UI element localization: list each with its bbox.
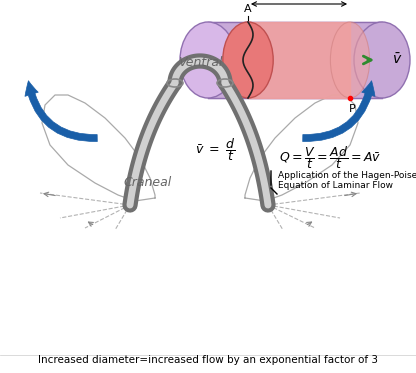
Ellipse shape (330, 22, 369, 98)
Text: Craneal: Craneal (124, 176, 172, 189)
Ellipse shape (180, 22, 236, 98)
FancyArrowPatch shape (25, 81, 97, 142)
FancyArrowPatch shape (303, 81, 375, 142)
Ellipse shape (354, 22, 410, 98)
Ellipse shape (223, 22, 273, 98)
Text: Application of the Hagen-Poiseuille: Application of the Hagen-Poiseuille (278, 172, 416, 181)
Text: P: P (349, 104, 355, 114)
Text: $\bar{v}\ =\ \dfrac{d}{t}$: $\bar{v}\ =\ \dfrac{d}{t}$ (195, 137, 235, 163)
Text: A: A (244, 4, 252, 14)
Text: $Q = \dfrac{V}{t} = \dfrac{Ad}{t} = A\bar{v}$: $Q = \dfrac{V}{t} = \dfrac{Ad}{t} = A\ba… (279, 145, 381, 172)
Text: Ventral: Ventral (178, 56, 222, 69)
Text: Increased diameter=increased flow by an exponential factor of 3: Increased diameter=increased flow by an … (38, 355, 378, 365)
Text: $\bar{v}$: $\bar{v}$ (392, 53, 402, 68)
Text: Equation of Laminar Flow: Equation of Laminar Flow (278, 182, 393, 191)
